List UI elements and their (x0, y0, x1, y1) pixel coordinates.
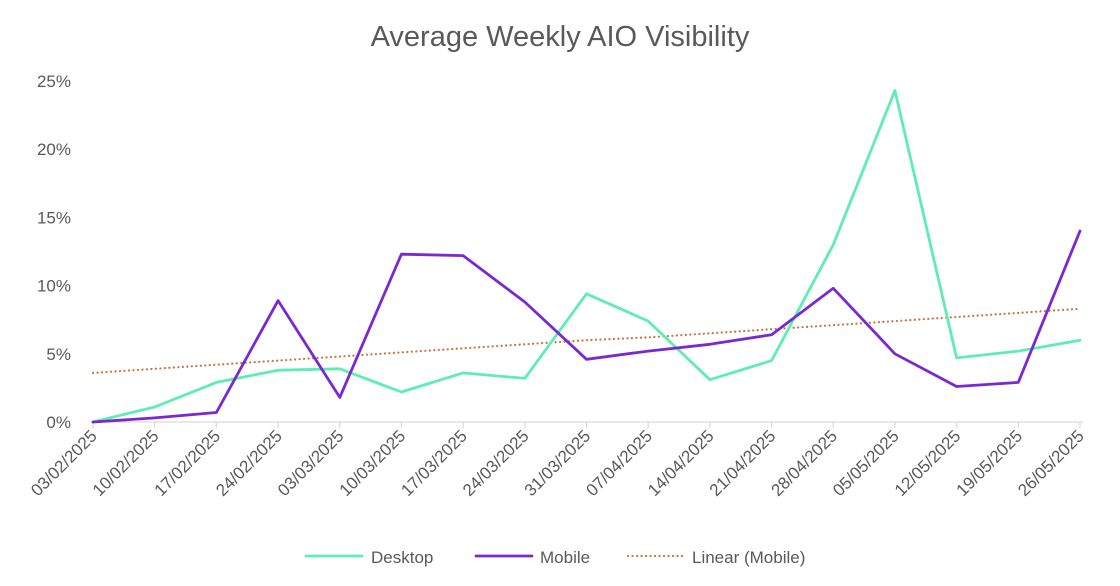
x-tick-label: 24/03/2025 (459, 426, 533, 500)
x-tick-label: 07/04/2025 (582, 426, 656, 500)
x-tick-label: 21/04/2025 (706, 426, 780, 500)
y-tick-label: 10% (37, 277, 71, 296)
x-tick-label: 10/03/2025 (336, 426, 410, 500)
x-tick-label: 26/05/2025 (1014, 426, 1088, 500)
x-tick-label: 17/02/2025 (151, 426, 225, 500)
legend-label: Mobile (540, 548, 590, 567)
series-line-linear-mobile (91, 307, 1082, 374)
x-tick-label: 28/04/2025 (767, 426, 841, 500)
series-layer (91, 89, 1082, 424)
y-tick-label: 15% (37, 208, 71, 227)
y-tick-label: 25% (37, 72, 71, 91)
x-axis (92, 421, 1083, 428)
x-tick-label: 10/02/2025 (89, 426, 163, 500)
x-tick-label: 24/02/2025 (212, 426, 286, 500)
legend: Desktop Mobile Linear (Mobile) (304, 548, 805, 567)
x-tick-label: 05/05/2025 (829, 426, 903, 500)
y-axis-tick-labels: 0% 5% 10% 15% 20% 25% (37, 72, 71, 432)
x-tick-label: 12/05/2025 (891, 426, 965, 500)
y-tick-label: 20% (37, 140, 71, 159)
x-tick-label: 03/03/2025 (274, 426, 348, 500)
y-tick-label: 5% (46, 345, 71, 364)
legend-label: Desktop (371, 548, 433, 567)
y-tick-label: 0% (46, 413, 71, 432)
x-tick-label: 03/02/2025 (27, 426, 101, 500)
x-tick-label: 17/03/2025 (397, 426, 471, 500)
series-line-desktop (91, 89, 1082, 424)
chart-title: Average Weekly AIO Visibility (371, 21, 750, 53)
series-line-mobile (91, 229, 1082, 424)
x-tick-label: 14/04/2025 (644, 426, 718, 500)
x-tick-label: 19/05/2025 (953, 426, 1027, 500)
x-tick-label: 31/03/2025 (521, 426, 595, 500)
x-axis-tick-labels: 03/02/202510/02/202517/02/202524/02/2025… (27, 426, 1088, 500)
legend-label: Linear (Mobile) (692, 548, 805, 567)
